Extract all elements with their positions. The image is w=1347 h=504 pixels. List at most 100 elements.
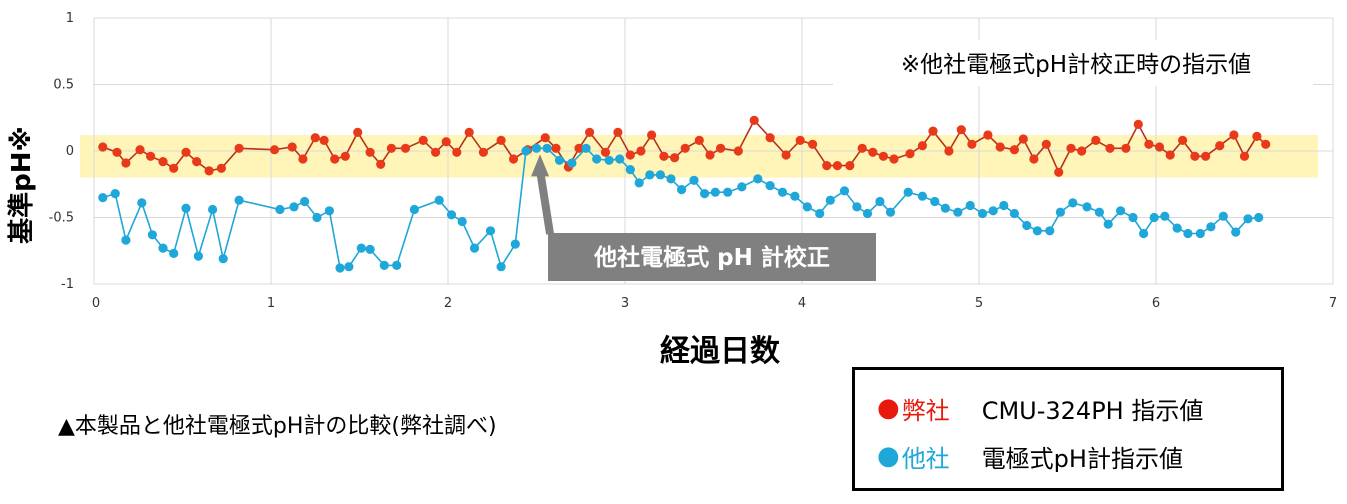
legend: ● 弊社 CMU-324PH 指示値 ● 他社 電極式pH計指示値: [852, 367, 1284, 491]
data-point-ours: [1215, 141, 1225, 151]
data-point-other: [469, 243, 480, 253]
x-tick-label: 1: [267, 296, 275, 311]
data-point-other: [365, 244, 375, 254]
arrow-shaft: [536, 169, 554, 235]
data-point-other: [344, 262, 354, 272]
data-point-other: [485, 226, 496, 236]
y-tick-label: -1: [61, 277, 74, 292]
data-point-ours: [585, 127, 595, 137]
data-point-ours: [625, 150, 635, 160]
data-point-ours: [340, 151, 350, 161]
series-line-other: [102, 147, 1259, 269]
data-point-other: [446, 210, 457, 220]
data-point-ours: [636, 146, 646, 156]
data-point-other: [689, 175, 699, 185]
data-point-ours: [1133, 119, 1143, 129]
legend-desc-other: 電極式pH計指示値: [981, 444, 1183, 473]
data-point-other: [147, 230, 157, 240]
data-point-ours: [1105, 143, 1115, 153]
data-point-ours: [234, 143, 244, 153]
data-point-ours: [1077, 146, 1087, 156]
x-tick-label: 5: [975, 296, 983, 311]
data-point-ours: [967, 139, 977, 149]
data-point-ours: [192, 157, 202, 167]
data-point-ours: [330, 154, 340, 164]
data-point-ours: [659, 151, 669, 161]
data-point-other: [1183, 228, 1193, 239]
data-point-ours: [832, 161, 843, 171]
data-point-other: [1116, 206, 1126, 216]
data-point-ours: [135, 145, 145, 155]
data-point-ours: [400, 143, 411, 153]
data-point-other: [542, 143, 552, 153]
data-point-other: [1082, 202, 1092, 212]
data-point-ours: [353, 127, 363, 137]
data-point-other: [592, 154, 602, 164]
data-point-ours: [1229, 130, 1239, 140]
data-point-other: [677, 185, 687, 195]
data-point-ours: [1178, 135, 1188, 145]
annotation-note-bg: [833, 40, 1313, 86]
data-point-ours: [441, 137, 451, 147]
data-point-other: [1231, 227, 1241, 237]
data-point-other: [825, 195, 835, 205]
data-point-other: [312, 212, 322, 223]
data-point-ours: [749, 115, 759, 125]
data-point-other: [839, 186, 850, 196]
data-point-ours: [944, 146, 954, 156]
data-point-other: [1254, 212, 1264, 223]
data-point-ours: [781, 150, 791, 160]
x-tick-label: 7: [1329, 296, 1337, 311]
data-point-other: [193, 251, 203, 261]
data-point-ours: [956, 125, 966, 135]
data-point-other: [885, 207, 896, 217]
data-point-other: [965, 200, 975, 211]
data-point-ours: [1091, 135, 1101, 145]
data-point-other: [335, 263, 345, 273]
x-tick-label: 3: [621, 296, 629, 311]
data-point-other: [723, 187, 733, 197]
data-point-ours: [365, 147, 375, 157]
data-point-other: [1128, 212, 1138, 223]
data-point-other: [1160, 211, 1170, 221]
data-point-other: [903, 187, 913, 197]
data-point-other: [999, 200, 1009, 211]
data-point-ours: [112, 147, 122, 157]
data-point-other: [379, 260, 389, 270]
data-point-other: [1055, 207, 1065, 217]
data-point-ours: [386, 143, 396, 153]
data-point-ours: [431, 147, 441, 157]
data-point-other: [930, 196, 940, 207]
data-point-ours: [418, 135, 428, 145]
arrow-label-box: [548, 233, 876, 281]
data-point-other: [737, 182, 747, 192]
y-tick-label: -0.5: [49, 211, 74, 226]
data-point-other: [234, 195, 244, 205]
data-point-ours: [647, 130, 657, 140]
data-point-ours: [478, 147, 488, 157]
figure-caption: ▲本製品と他社電極式pH計の比較(弊社調べ): [58, 414, 497, 439]
data-point-other: [409, 204, 419, 215]
y-tick-label: 1: [66, 11, 74, 26]
legend-marker-other: ●: [877, 441, 900, 471]
data-point-ours: [269, 145, 280, 155]
data-point-ours: [1054, 167, 1064, 177]
annotation-note: ※他社電極式pH計校正時の指示値: [901, 52, 1251, 78]
data-point-ours: [1154, 142, 1165, 152]
data-point-ours: [928, 126, 938, 136]
data-point-other: [1149, 212, 1159, 223]
data-point-ours: [169, 163, 179, 173]
data-point-other: [392, 260, 402, 270]
data-point-other: [218, 254, 228, 264]
data-point-ours: [146, 151, 156, 161]
data-point-ours: [98, 142, 108, 152]
y-tick-label: 0: [66, 144, 74, 159]
x-tick-label: 6: [1152, 296, 1160, 311]
data-point-other: [169, 248, 179, 258]
legend-marker-ours: ●: [877, 393, 900, 423]
data-point-other: [98, 193, 108, 203]
data-point-ours: [795, 135, 805, 145]
data-point-ours: [845, 161, 855, 171]
data-point-ours: [889, 154, 899, 164]
